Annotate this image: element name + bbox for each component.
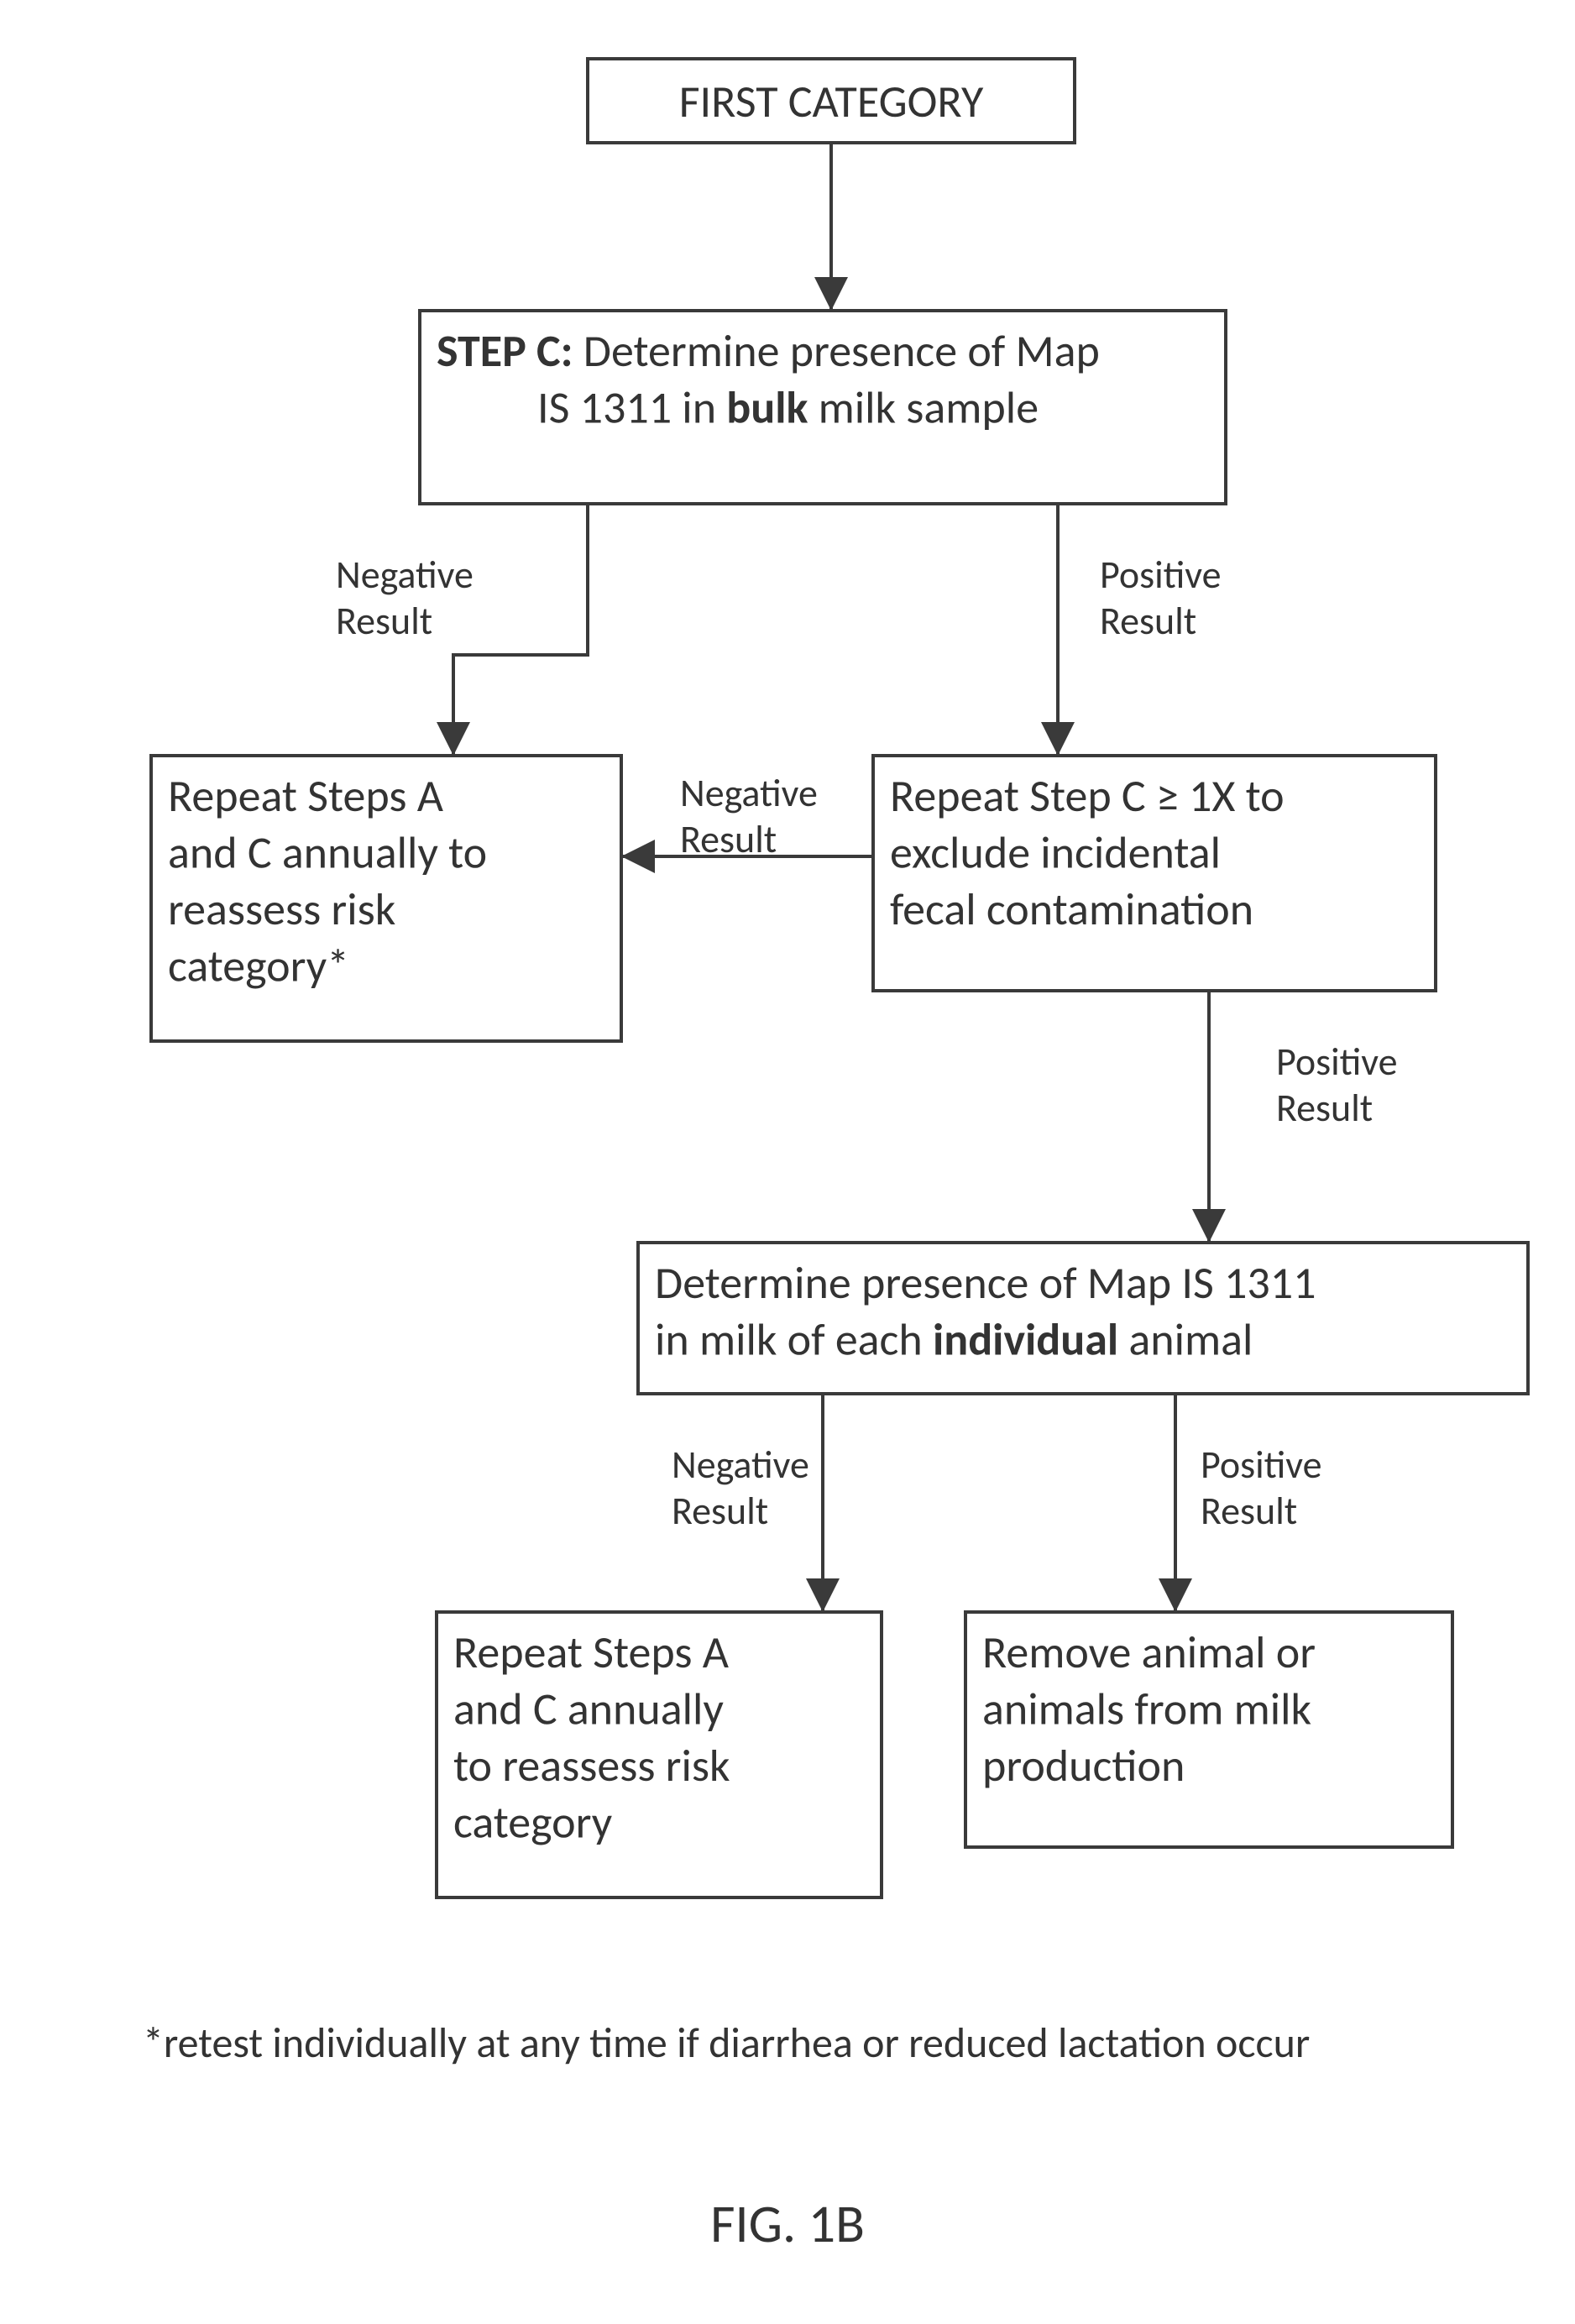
node-n4-label: Determine presence of Map IS 1311in milk… bbox=[655, 1255, 1316, 1368]
node-n0-label: FIRST CATEGORY bbox=[679, 74, 984, 129]
edge-n1-n2 bbox=[453, 504, 588, 756]
node-n2-label: Repeat Steps Aand C annually toreassess … bbox=[168, 768, 487, 994]
edge-label-n4-n5: NegativeResult bbox=[672, 1442, 809, 1535]
edge-label-n1-n3: PositiveResult bbox=[1100, 552, 1222, 645]
edge-label-n3-n2: NegativeResult bbox=[680, 770, 818, 863]
figure-caption: FIG. 1B bbox=[710, 2191, 865, 2257]
edge-label-n3-n4: PositiveResult bbox=[1276, 1039, 1398, 1132]
node-n1-label: STEP C: Determine presence of MapIS 1311… bbox=[437, 323, 1100, 436]
node-n5-label: Repeat Steps Aand C annuallyto reassess … bbox=[453, 1625, 730, 1850]
node-n6-label: Remove animal oranimals from milkproduct… bbox=[982, 1625, 1316, 1793]
footnote: *retest individually at any time if diar… bbox=[143, 2018, 1310, 2069]
flowchart-svg: NegativeResult PositiveResult NegativeResu… bbox=[0, 0, 1575, 2324]
edge-label-n4-n6: PositiveResult bbox=[1201, 1442, 1322, 1535]
edge-label-n1-n2: NegativeResult bbox=[336, 552, 474, 645]
node-n3-label: Repeat Step C ≥ 1X toexclude incidentalf… bbox=[890, 768, 1285, 937]
